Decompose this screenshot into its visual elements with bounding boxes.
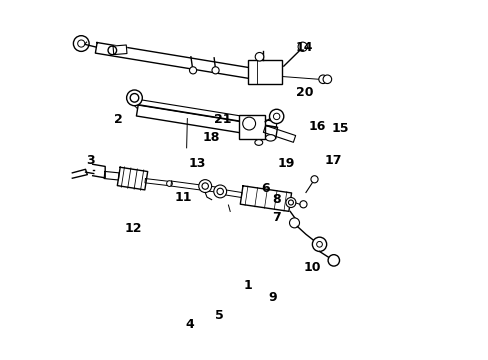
Circle shape <box>202 183 208 189</box>
Bar <box>239 114 264 139</box>
Text: 2: 2 <box>114 113 123 126</box>
Circle shape <box>166 181 172 186</box>
Polygon shape <box>225 190 242 198</box>
Text: 7: 7 <box>272 211 281 224</box>
Circle shape <box>312 237 326 251</box>
Circle shape <box>269 109 283 123</box>
Circle shape <box>198 180 211 193</box>
Polygon shape <box>144 179 169 186</box>
Ellipse shape <box>254 140 262 145</box>
Text: 6: 6 <box>261 183 270 195</box>
Circle shape <box>288 200 293 205</box>
Circle shape <box>108 46 116 55</box>
Circle shape <box>285 198 295 207</box>
Text: 5: 5 <box>215 309 224 322</box>
Circle shape <box>189 67 196 74</box>
Circle shape <box>323 75 331 84</box>
Polygon shape <box>137 99 277 127</box>
Text: 16: 16 <box>308 120 326 133</box>
Ellipse shape <box>265 135 275 141</box>
Text: 13: 13 <box>188 157 205 170</box>
Polygon shape <box>104 171 119 180</box>
Circle shape <box>212 67 219 74</box>
Circle shape <box>126 90 142 106</box>
Circle shape <box>130 94 139 102</box>
Polygon shape <box>263 126 295 142</box>
Text: 18: 18 <box>203 131 220 144</box>
Circle shape <box>298 42 307 51</box>
Circle shape <box>242 117 255 130</box>
Polygon shape <box>95 42 259 80</box>
Circle shape <box>289 218 299 228</box>
Polygon shape <box>113 45 127 55</box>
Text: 4: 4 <box>185 318 194 331</box>
Text: 8: 8 <box>272 193 281 206</box>
Polygon shape <box>171 181 220 193</box>
Polygon shape <box>240 186 291 211</box>
Text: 21: 21 <box>214 113 231 126</box>
Circle shape <box>213 185 226 198</box>
Text: 9: 9 <box>268 291 277 304</box>
Text: 1: 1 <box>243 279 252 292</box>
Polygon shape <box>117 167 147 190</box>
Circle shape <box>316 242 322 247</box>
Text: 10: 10 <box>303 261 321 274</box>
Circle shape <box>255 53 263 61</box>
Text: 19: 19 <box>277 157 295 170</box>
Circle shape <box>327 255 339 266</box>
Bar <box>247 60 282 84</box>
Text: 15: 15 <box>331 122 348 135</box>
Text: 11: 11 <box>175 192 192 204</box>
Text: 17: 17 <box>325 154 342 167</box>
Text: 20: 20 <box>295 86 313 99</box>
Circle shape <box>299 201 306 208</box>
Circle shape <box>73 36 89 51</box>
Text: 12: 12 <box>124 222 142 235</box>
Circle shape <box>310 176 317 183</box>
Circle shape <box>273 113 279 120</box>
Circle shape <box>78 40 84 47</box>
Circle shape <box>217 188 223 195</box>
Polygon shape <box>72 169 87 178</box>
Polygon shape <box>136 105 277 139</box>
Text: 3: 3 <box>86 154 94 167</box>
Circle shape <box>318 75 326 84</box>
Text: 14: 14 <box>295 41 313 54</box>
